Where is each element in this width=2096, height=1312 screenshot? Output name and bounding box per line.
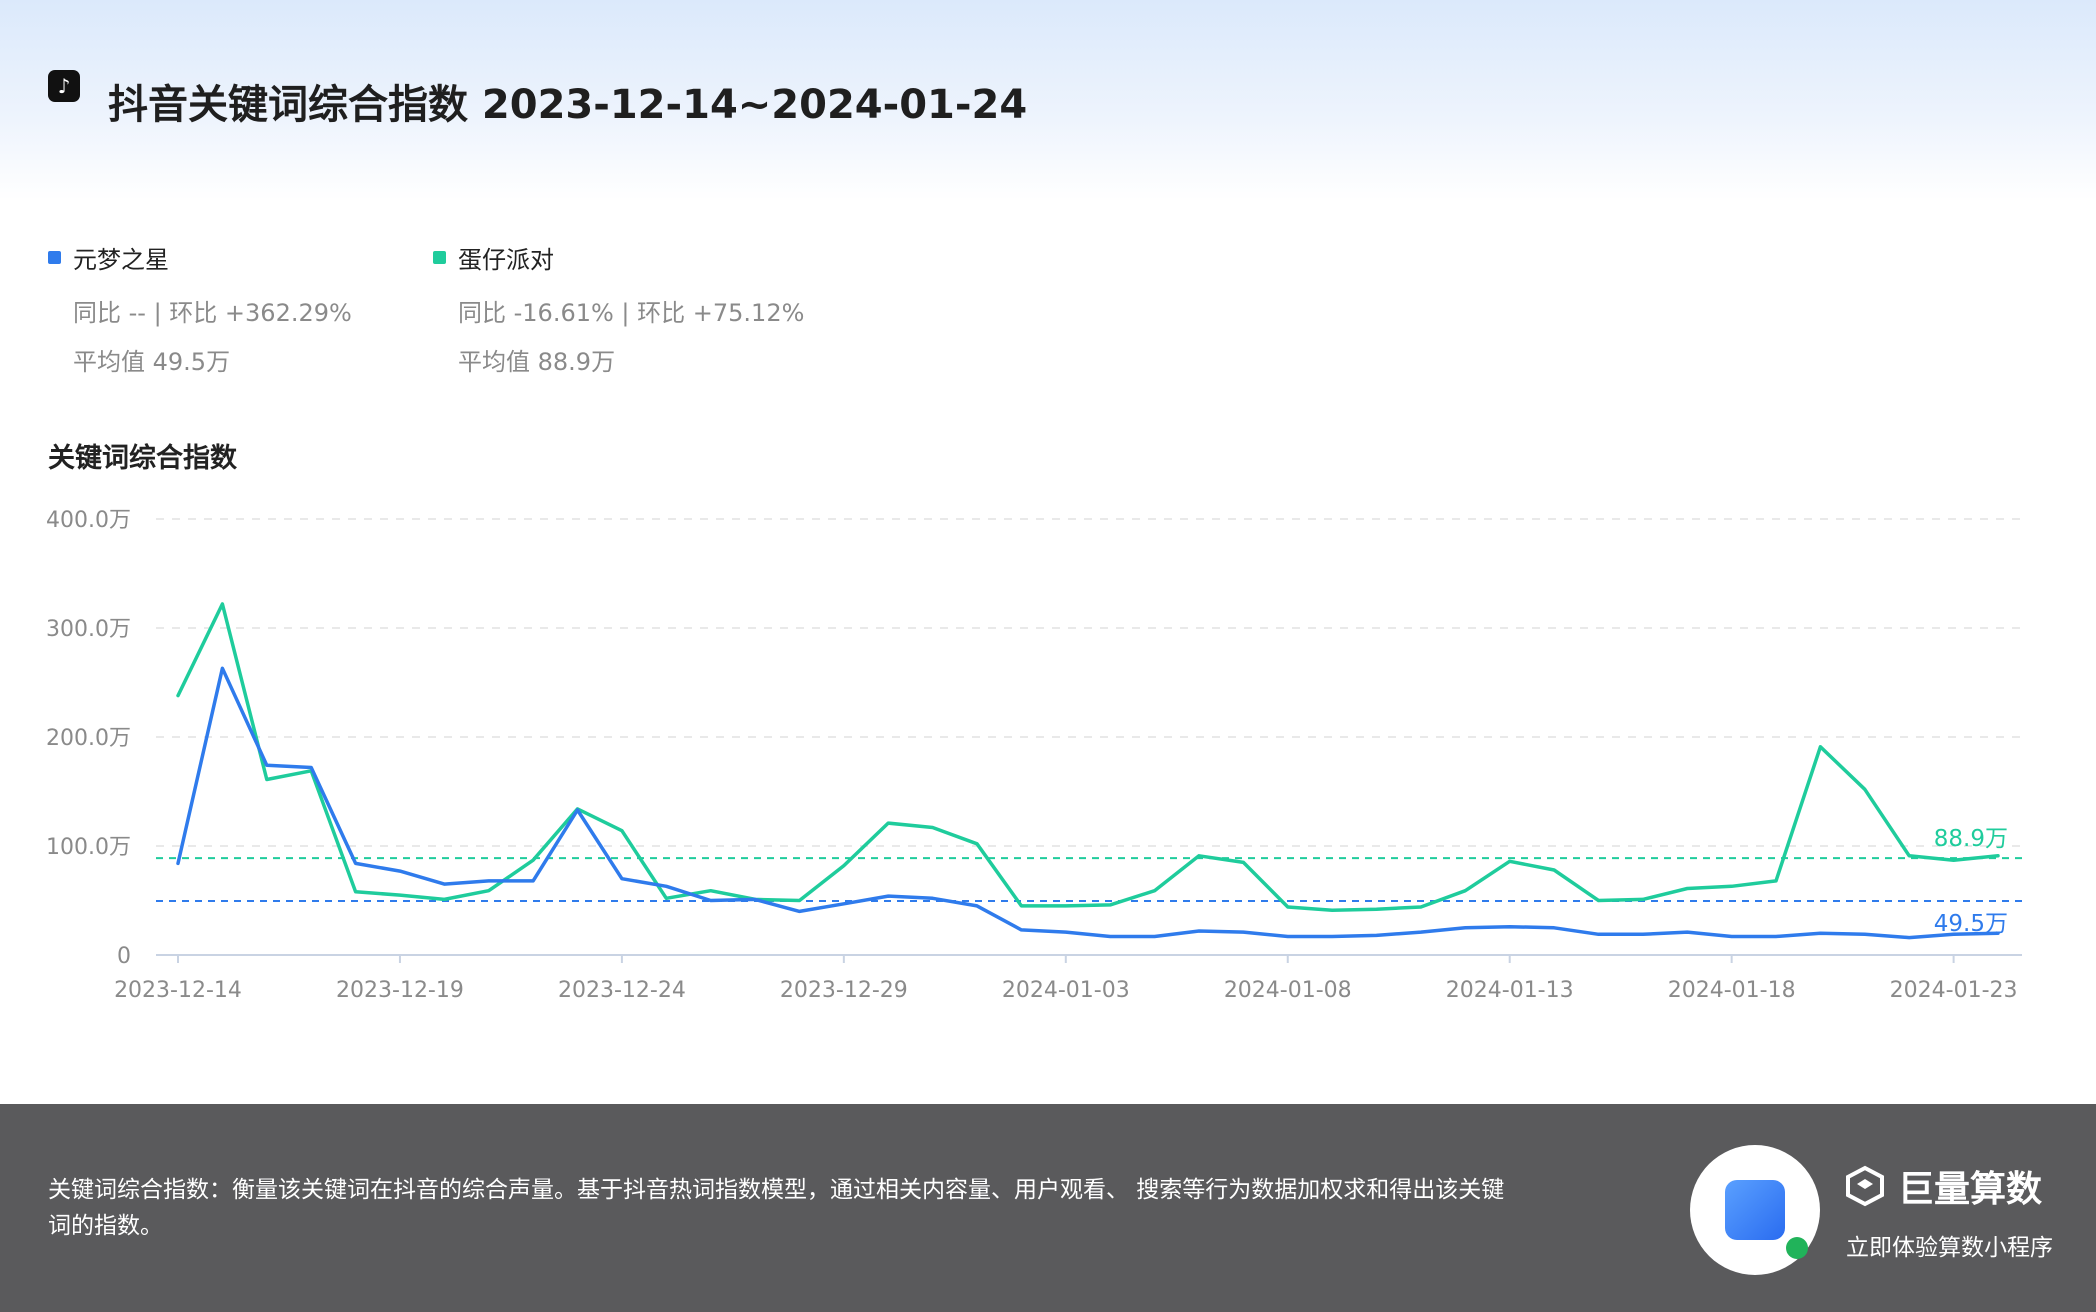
legend-swatch [48,251,61,264]
x-tick-label: 2024-01-13 [1446,978,1574,1003]
brand: 巨量算数 [1844,1160,2042,1212]
legend-series-name: 蛋仔派对 [458,246,554,274]
series-line [176,602,2000,913]
juliang-logo-icon [1844,1165,1886,1207]
brand-subtitle: 立即体验算数小程序 [1846,1235,2053,1261]
brand-name: 巨量算数 [1898,1169,2043,1210]
chart-title: 关键词综合指数 [48,443,237,474]
mini-program-qr-icon[interactable] [1690,1145,1820,1275]
x-tick-label: 2023-12-19 [336,978,464,1003]
legend-item-danzai[interactable]: 蛋仔派对 同比 -16.61% | 环比 +75.12% 平均值 88.9万 [433,240,804,377]
legend-change-stats: 同比 -- | 环比 +362.29% [73,299,352,327]
legend-average: 平均值 88.9万 [458,348,616,376]
page-title: 抖音关键词综合指数 2023-12-14~2024-01-24 [108,82,1028,128]
x-tick-label: 2023-12-24 [558,978,686,1003]
x-tick-label: 2023-12-14 [114,978,242,1003]
douyin-logo-icon: ♪ [48,70,80,102]
y-tick-label: 300.0万 [46,617,131,642]
x-tick-label: 2024-01-18 [1668,978,1796,1003]
legend-series-name: 元梦之星 [73,246,169,274]
legend-change-stats: 同比 -16.61% | 环比 +75.12% [458,299,805,327]
legend-swatch [433,251,446,264]
average-label: 88.9万 [1934,826,2008,852]
legend-average: 平均值 49.5万 [73,348,231,376]
y-tick-label: 200.0万 [46,726,131,751]
wechat-badge-icon [1786,1237,1808,1259]
legend-item-yuanmeng[interactable]: 元梦之星 同比 -- | 环比 +362.29% 平均值 49.5万 [48,240,352,377]
y-tick-label: 400.0万 [46,508,131,533]
qr-center-logo [1725,1180,1785,1240]
header-background [0,0,2096,200]
x-tick-label: 2024-01-03 [1002,978,1130,1003]
line-chart[interactable]: 0 100.0万 200.0万 300.0万 400.0万 2023-12-14 2023-… [0,490,2096,1030]
y-tick-label: 100.0万 [46,835,131,860]
series-line [176,666,2000,940]
x-tick-label: 2024-01-23 [1890,978,2018,1003]
x-tick-label: 2024-01-08 [1224,978,1352,1003]
average-label: 49.5万 [1934,911,2008,937]
footer-description: 关键词综合指数：衡量该关键词在抖音的综合声量。基于抖音热词指数模型，通过相关内容… [48,1177,1505,1239]
x-tick-label: 2023-12-29 [780,978,908,1003]
y-tick-label: 0 [117,944,131,969]
